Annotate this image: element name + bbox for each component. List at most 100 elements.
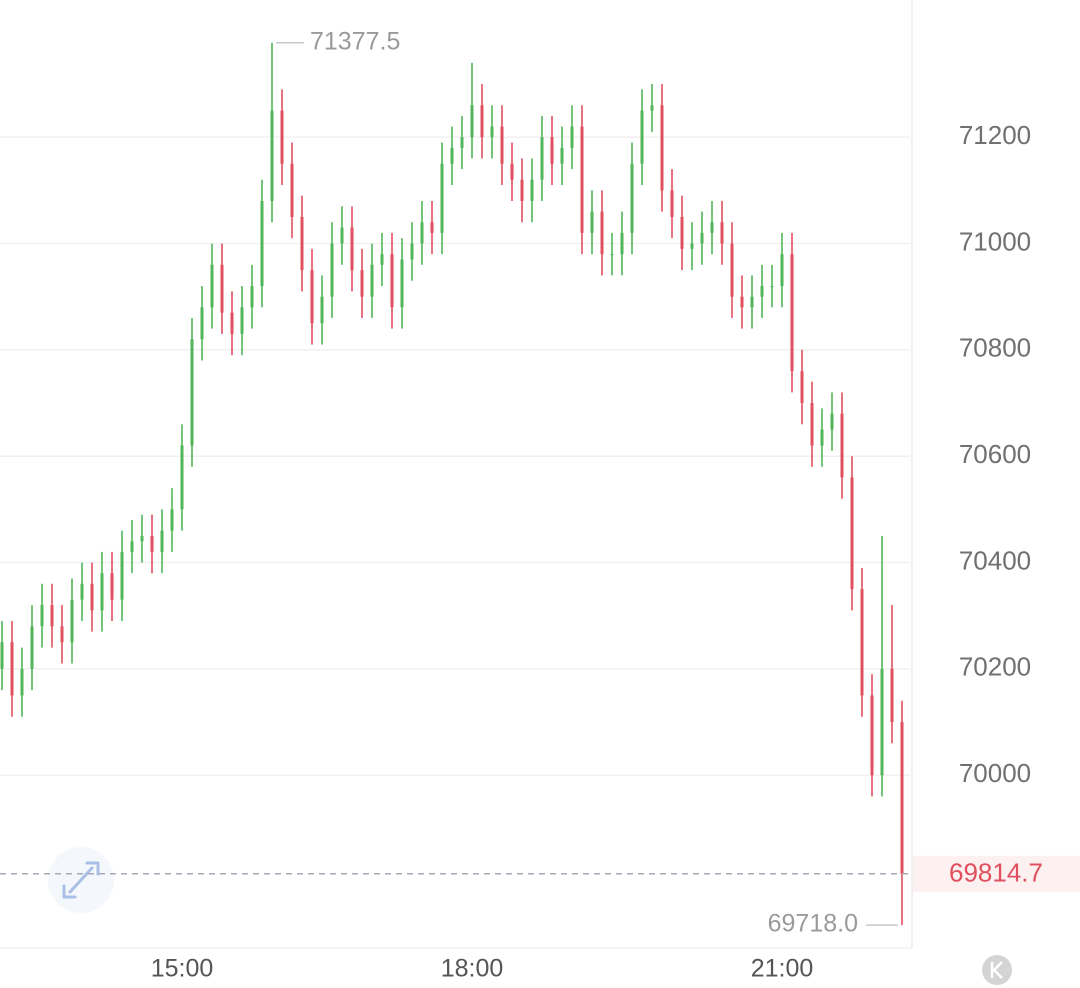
candle-body	[550, 137, 554, 164]
candle-body	[400, 259, 404, 308]
candle-body	[630, 163, 634, 233]
candle-body	[690, 243, 694, 249]
candle-body	[390, 254, 394, 308]
candle-body	[520, 179, 524, 201]
candle-body	[130, 541, 134, 552]
candle-body	[190, 339, 194, 446]
k-bg[interactable]	[982, 955, 1012, 985]
candle-body	[560, 147, 564, 164]
candle-body	[820, 429, 824, 446]
candle-body	[160, 530, 164, 552]
candle-body	[500, 126, 504, 164]
expand-button[interactable]	[48, 847, 114, 913]
x-tick-label: 15:00	[151, 955, 214, 983]
candle-body	[340, 227, 344, 244]
candle-body	[110, 573, 114, 600]
candle-body	[750, 296, 754, 308]
candle-body	[720, 222, 724, 244]
candle-body	[330, 243, 334, 297]
candle-body	[620, 232, 624, 255]
candle-body	[890, 668, 894, 723]
y-tick-label: 70000	[959, 758, 1031, 788]
candle-body	[580, 126, 584, 233]
candle-body	[210, 264, 214, 308]
candle-body	[540, 137, 544, 180]
candle-body	[420, 222, 424, 244]
candle-body	[290, 163, 294, 217]
candle-body	[840, 413, 844, 478]
candle-body	[320, 296, 324, 324]
y-tick-label: 70600	[959, 439, 1031, 469]
candle-body	[660, 105, 664, 191]
candle-body	[410, 243, 414, 260]
candle-body	[610, 254, 614, 256]
y-tick-label: 70200	[959, 652, 1031, 682]
k-icon[interactable]	[990, 961, 1003, 979]
annotation-label: 71377.5	[310, 27, 400, 55]
expand-icon[interactable]	[62, 861, 100, 899]
candle-body	[680, 216, 684, 249]
candle-body	[30, 626, 34, 669]
candle-body	[0, 642, 4, 669]
candle-body	[10, 642, 14, 696]
candle-body	[880, 668, 884, 776]
candle-body	[100, 573, 104, 611]
candle-body	[40, 605, 44, 627]
candle-body	[70, 599, 74, 643]
candle-body	[510, 163, 514, 180]
candle-body	[470, 105, 474, 138]
candle-body	[380, 254, 384, 265]
candle-body	[60, 626, 64, 643]
candle-body	[870, 695, 874, 776]
candle-body	[790, 254, 794, 372]
candle-body	[600, 211, 604, 255]
y-tick-label: 71200	[959, 120, 1031, 150]
candle-body	[710, 222, 714, 233]
candle-body	[570, 126, 574, 148]
candle-body	[730, 243, 734, 297]
y-tick-label: 70400	[959, 545, 1031, 575]
y-tick-label: 70800	[959, 333, 1031, 363]
candle-body	[260, 200, 264, 287]
candle-body	[120, 551, 124, 600]
candle-body	[530, 179, 534, 201]
candle-body	[850, 477, 854, 590]
candle-body	[440, 163, 444, 233]
candle-body	[670, 190, 674, 217]
candle-body	[150, 535, 154, 552]
candle-body	[280, 110, 284, 164]
candle-body	[270, 110, 274, 201]
x-tick-label: 18:00	[441, 955, 504, 983]
candle-body	[50, 605, 54, 627]
annotation-label: 69718.0	[768, 910, 858, 938]
candle-body	[830, 413, 834, 430]
candle-body	[800, 371, 804, 404]
candle-body	[240, 307, 244, 334]
candle-body	[860, 589, 864, 696]
candle-body	[490, 126, 494, 138]
candle-body	[80, 583, 84, 600]
candle-body	[900, 722, 904, 874]
candle-body	[450, 147, 454, 164]
candle-body	[140, 535, 144, 542]
candle-body	[370, 264, 374, 297]
candle-body	[300, 216, 304, 271]
candle-body	[770, 286, 774, 288]
candle-body	[780, 254, 784, 287]
candle-body	[760, 286, 764, 297]
y-tick-label: 71000	[959, 226, 1031, 256]
candle-body	[460, 137, 464, 148]
k-button[interactable]	[982, 955, 1012, 985]
candle-body	[650, 105, 654, 111]
candle-body	[310, 270, 314, 324]
last-price-label: 69814.7	[949, 858, 1043, 888]
candle-body	[20, 668, 24, 696]
candle-body	[90, 583, 94, 611]
candle-body	[200, 307, 204, 340]
candle-body	[590, 211, 594, 233]
candle-body	[430, 222, 434, 233]
last-price-box	[913, 855, 1080, 892]
